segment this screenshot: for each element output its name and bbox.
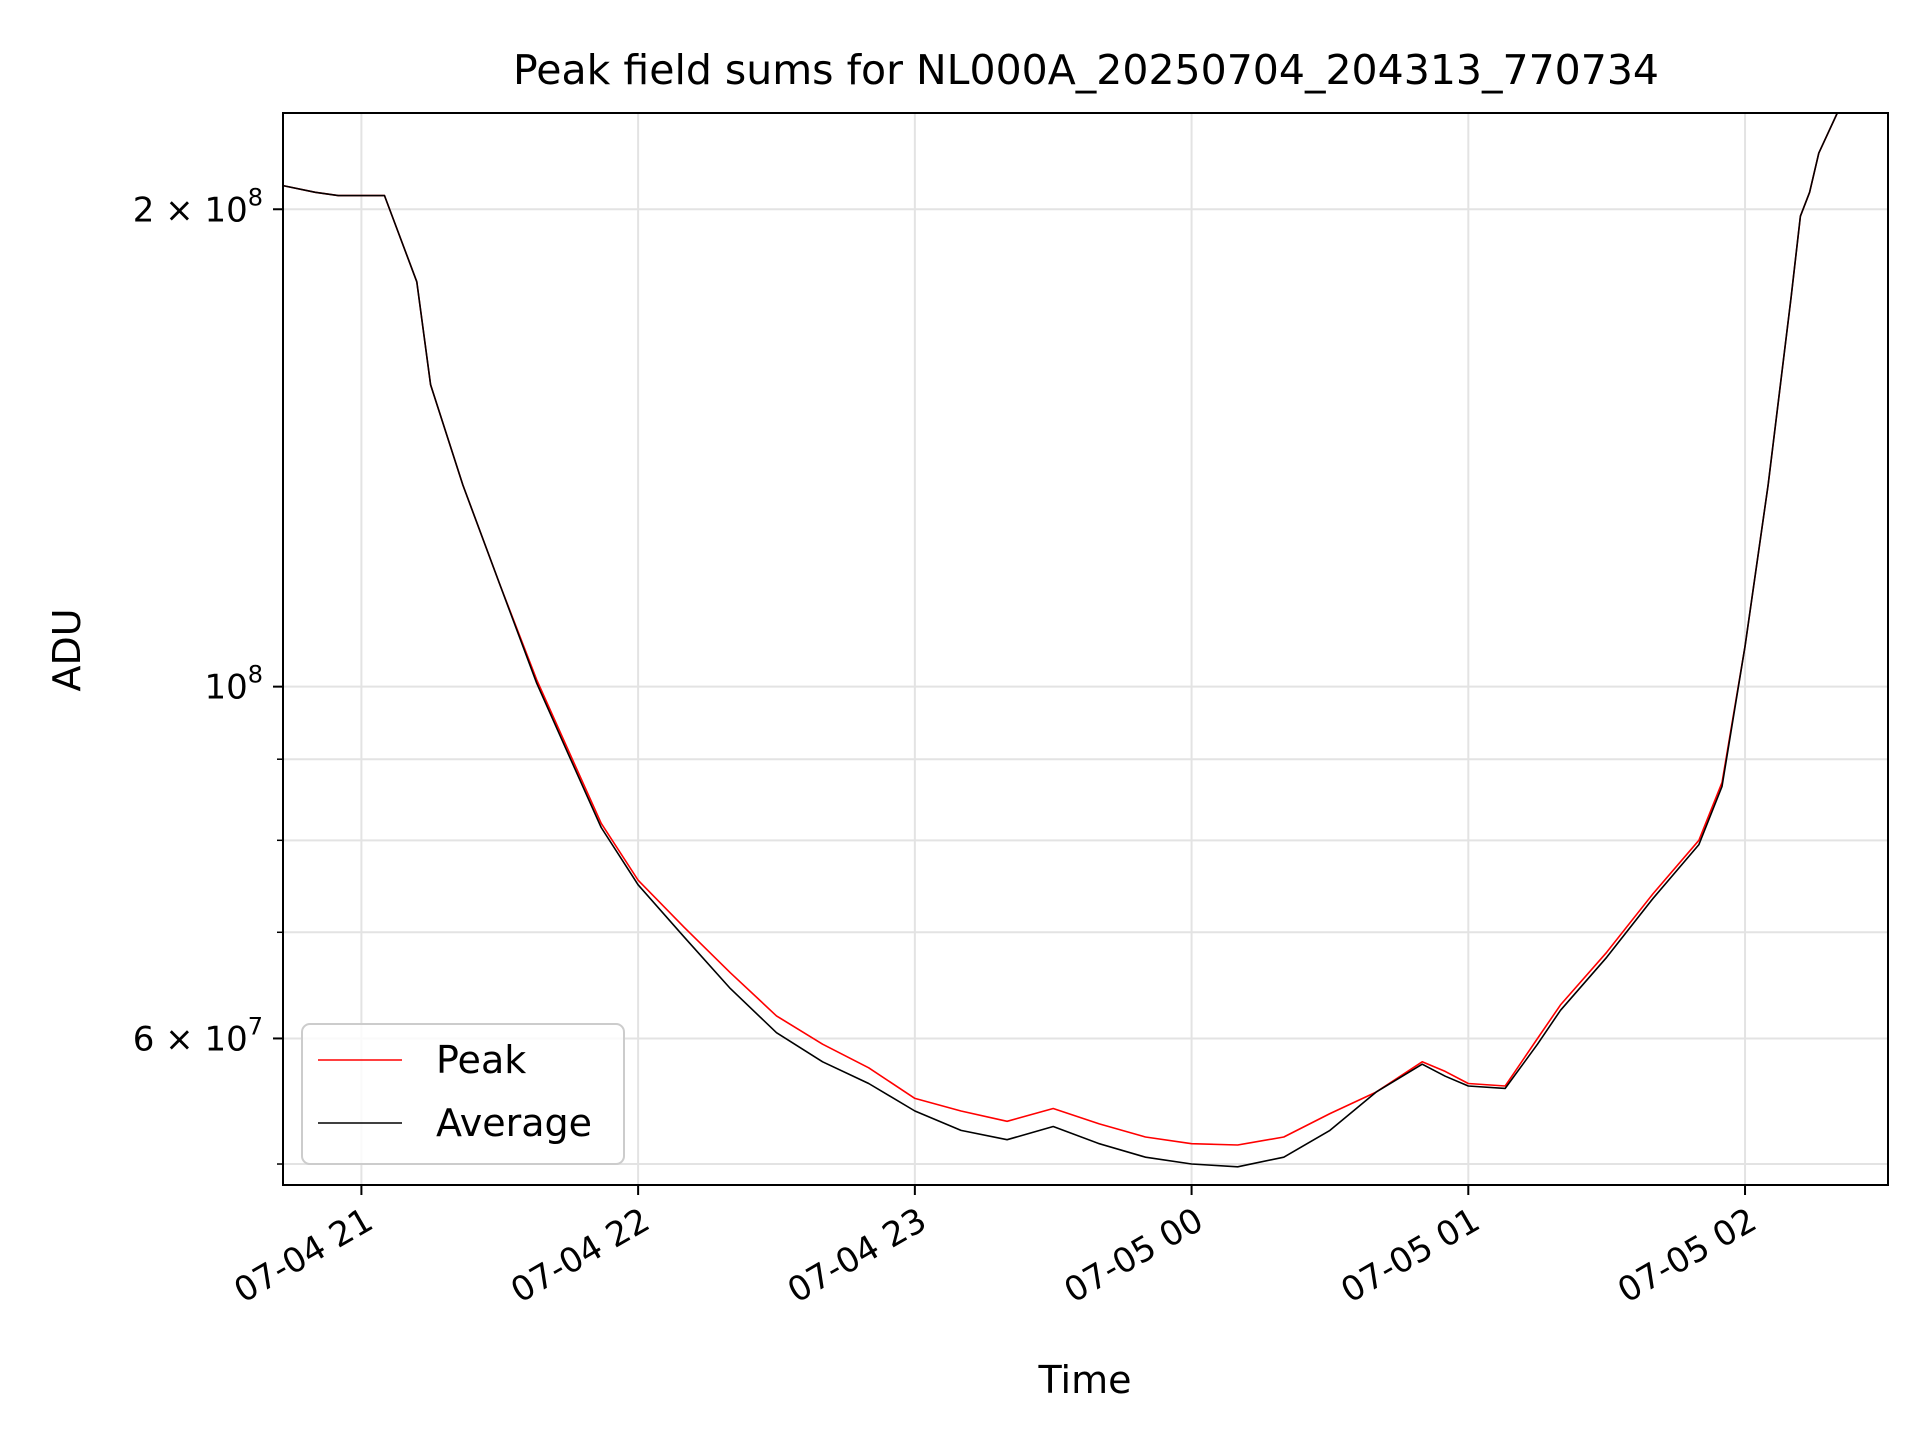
y-tick-label: 108 bbox=[204, 661, 263, 708]
y-axis-label: ADU bbox=[45, 608, 89, 691]
y-tick-label: 2 × 108 bbox=[133, 183, 263, 230]
chart-title: Peak field sums for NL000A_20250704_2043… bbox=[513, 46, 1659, 94]
y-tick-label: 6 × 107 bbox=[133, 1012, 263, 1059]
series-average-line bbox=[282, 112, 1888, 1168]
series-layer bbox=[282, 112, 1888, 1168]
legend-label-average: Average bbox=[436, 1101, 592, 1145]
legend-label-peak: Peak bbox=[436, 1038, 526, 1082]
x-axis-label: Time bbox=[1038, 1358, 1132, 1402]
plot-frame bbox=[282, 112, 1889, 1186]
legend-frame bbox=[301, 1023, 625, 1165]
legend: Peak Average bbox=[301, 1023, 625, 1165]
